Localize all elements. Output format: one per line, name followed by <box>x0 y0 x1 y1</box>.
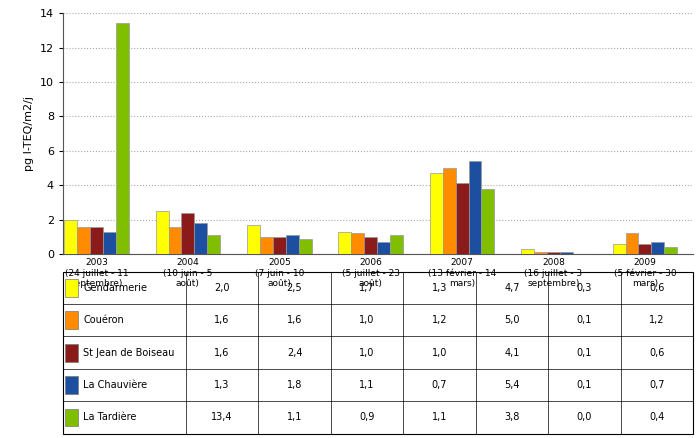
Bar <box>65 311 78 329</box>
Y-axis label: pg I-TEQ/m2/j: pg I-TEQ/m2/j <box>25 96 34 171</box>
Text: 1,0: 1,0 <box>359 315 375 325</box>
Bar <box>430 173 443 254</box>
Bar <box>482 189 494 254</box>
Text: 5,4: 5,4 <box>504 380 519 390</box>
Text: 0,1: 0,1 <box>577 315 592 325</box>
Text: 1,1: 1,1 <box>432 413 447 422</box>
Bar <box>522 249 534 254</box>
Text: 0,7: 0,7 <box>432 380 447 390</box>
Bar <box>626 233 638 254</box>
Bar <box>65 409 78 426</box>
Bar <box>377 242 390 254</box>
Text: 1,1: 1,1 <box>359 380 375 390</box>
Text: 1,6: 1,6 <box>214 348 230 357</box>
Text: 1,0: 1,0 <box>359 348 375 357</box>
Text: 0,6: 0,6 <box>649 348 664 357</box>
Bar <box>664 247 677 254</box>
Text: 1,3: 1,3 <box>214 380 230 390</box>
Bar <box>64 219 77 254</box>
Bar <box>169 226 181 254</box>
Text: 0,3: 0,3 <box>577 283 592 293</box>
Text: 4,7: 4,7 <box>504 283 519 293</box>
Text: Gendarmerie: Gendarmerie <box>83 283 147 293</box>
Bar <box>468 161 482 254</box>
Bar <box>651 242 664 254</box>
Text: 1,0: 1,0 <box>432 348 447 357</box>
Text: 0,6: 0,6 <box>649 283 664 293</box>
Text: 0,9: 0,9 <box>359 413 375 422</box>
Text: 1,6: 1,6 <box>214 315 230 325</box>
Text: 2,4: 2,4 <box>287 348 302 357</box>
Text: 1,6: 1,6 <box>287 315 302 325</box>
Text: 1,2: 1,2 <box>432 315 447 325</box>
Bar <box>260 237 273 254</box>
Bar <box>299 239 312 254</box>
Text: La Chauvière: La Chauvière <box>83 380 148 390</box>
Text: 0,1: 0,1 <box>577 348 592 357</box>
Text: 1,3: 1,3 <box>432 283 447 293</box>
Text: 2,0: 2,0 <box>214 283 230 293</box>
Text: 1,1: 1,1 <box>287 413 302 422</box>
Text: 0,7: 0,7 <box>649 380 664 390</box>
Text: 1,8: 1,8 <box>287 380 302 390</box>
Bar <box>77 226 90 254</box>
Bar <box>534 252 547 254</box>
Bar <box>247 225 260 254</box>
Bar <box>65 376 78 394</box>
Bar <box>443 168 456 254</box>
Bar <box>351 233 364 254</box>
Bar <box>155 211 169 254</box>
Bar <box>456 184 468 254</box>
Bar <box>65 344 78 361</box>
Text: St Jean de Boiseau: St Jean de Boiseau <box>83 348 174 357</box>
Bar <box>560 252 573 254</box>
Bar <box>65 279 78 297</box>
Text: 3,8: 3,8 <box>504 413 519 422</box>
Text: 5,0: 5,0 <box>504 315 519 325</box>
Bar <box>339 232 351 254</box>
Bar <box>181 213 195 254</box>
Bar <box>195 223 207 254</box>
Text: 0,4: 0,4 <box>649 413 664 422</box>
Bar <box>207 235 220 254</box>
Text: 0,0: 0,0 <box>577 413 592 422</box>
Text: 1,7: 1,7 <box>359 283 375 293</box>
Bar <box>286 235 299 254</box>
Text: 2,5: 2,5 <box>287 283 302 293</box>
Bar <box>612 244 626 254</box>
Text: La Tardière: La Tardière <box>83 413 136 422</box>
Bar <box>547 252 560 254</box>
Bar <box>103 232 116 254</box>
Text: 13,4: 13,4 <box>211 413 233 422</box>
Bar <box>116 24 129 254</box>
Text: Couéron: Couéron <box>83 315 124 325</box>
Bar <box>364 237 377 254</box>
Text: 1,2: 1,2 <box>649 315 664 325</box>
Bar <box>390 235 403 254</box>
Bar <box>90 226 103 254</box>
Bar <box>273 237 286 254</box>
Bar <box>638 244 651 254</box>
Text: 0,1: 0,1 <box>577 380 592 390</box>
Text: 4,1: 4,1 <box>504 348 519 357</box>
